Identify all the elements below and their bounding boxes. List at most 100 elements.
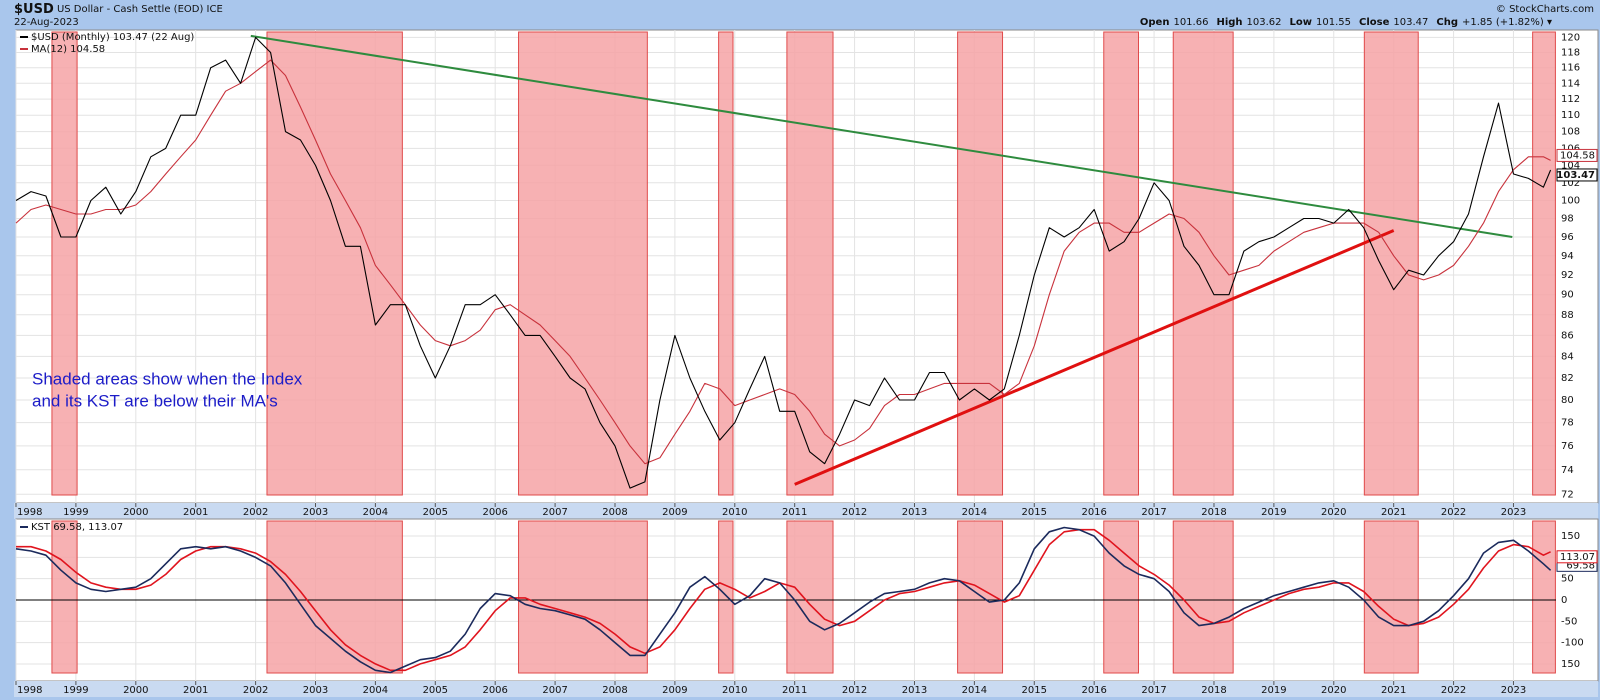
x-tick-label: 2019 bbox=[1261, 507, 1286, 518]
shaded-period bbox=[1363, 31, 1419, 496]
y-tick-label: 100 bbox=[1561, 195, 1580, 206]
x-tick-label: 2015 bbox=[1022, 685, 1047, 696]
x-tick-label: 2006 bbox=[482, 507, 507, 518]
x-tick-label: 2016 bbox=[1081, 507, 1106, 518]
y-tick-label: 84 bbox=[1561, 351, 1574, 362]
annotation: and its KST are below their MA's bbox=[32, 391, 278, 410]
series-line bbox=[15, 36, 1552, 489]
copyright: © StockCharts.com bbox=[1496, 4, 1594, 15]
quote-value: +1.85 (+1.82%) ▾ bbox=[1462, 17, 1552, 28]
x-tick-label: 2017 bbox=[1141, 507, 1166, 518]
trend-line bbox=[794, 229, 1395, 486]
quote-value: 103.62 bbox=[1247, 17, 1282, 28]
quote-value: 101.66 bbox=[1173, 17, 1208, 28]
legend-text: $USD (Monthly) 103.47 (22 Aug) bbox=[31, 32, 194, 43]
x-tick-label: 2014 bbox=[962, 507, 987, 518]
x-tick-label: 2012 bbox=[842, 507, 867, 518]
exchange: ICE bbox=[207, 4, 223, 15]
shaded-period bbox=[786, 31, 834, 496]
x-tick-label: 2006 bbox=[482, 685, 507, 696]
value-tag: 69.58 bbox=[1566, 560, 1595, 571]
y-tick-label: 76 bbox=[1561, 441, 1574, 452]
shaded-period bbox=[51, 31, 78, 496]
x-tick-label: 2005 bbox=[423, 685, 448, 696]
shaded-period bbox=[718, 520, 734, 674]
x-tick-label: 2008 bbox=[602, 507, 627, 518]
quote-label: Low bbox=[1290, 17, 1312, 28]
x-tick-label: 2016 bbox=[1081, 685, 1106, 696]
x-tick-label: 2004 bbox=[363, 685, 388, 696]
shaded-period bbox=[51, 520, 78, 674]
x-tick-label: 2003 bbox=[303, 685, 328, 696]
quote: Open 101.66 High 103.62 Low 101.55 Close 103.47… bbox=[1140, 17, 1552, 28]
shaded-period bbox=[1363, 520, 1419, 674]
y-tick-label: 0 bbox=[1561, 595, 1567, 606]
header-title: $USD US Dollar - Cash Settle (EOD) ICE bbox=[14, 2, 223, 17]
y-tick-label: 112 bbox=[1561, 94, 1580, 105]
value-tag: 113.07 bbox=[1560, 552, 1595, 563]
y-tick-label: 106 bbox=[1561, 143, 1580, 154]
shaded-period bbox=[1532, 520, 1556, 674]
x-tick-label: 2023 bbox=[1501, 685, 1526, 696]
shaded-period bbox=[718, 31, 734, 496]
y-tick-label: 94 bbox=[1561, 251, 1574, 262]
x-tick-label: 2001 bbox=[183, 685, 208, 696]
y-tick-label: 96 bbox=[1561, 232, 1574, 243]
annotation: Shaded areas show when the Index bbox=[32, 369, 303, 388]
y-tick-label: 108 bbox=[1561, 127, 1580, 138]
shaded-period bbox=[1532, 31, 1556, 496]
x-tick-label: 2011 bbox=[782, 685, 807, 696]
x-tick-label: 2020 bbox=[1321, 685, 1346, 696]
x-tick-label: 2001 bbox=[183, 507, 208, 518]
shaded-period bbox=[1172, 520, 1234, 674]
y-tick-label: 150 bbox=[1561, 659, 1580, 670]
y-tick-label: 80 bbox=[1561, 395, 1574, 406]
x-tick-label: 2007 bbox=[542, 507, 567, 518]
x-tick-label: 2015 bbox=[1022, 507, 1047, 518]
header-date: 22-Aug-2023 bbox=[14, 17, 79, 28]
y-tick-label: 98 bbox=[1561, 214, 1574, 225]
x-tick-label: 2014 bbox=[962, 685, 987, 696]
y-tick-label: -100 bbox=[1561, 638, 1584, 649]
shaded-period bbox=[1103, 520, 1140, 674]
series-line bbox=[15, 526, 1552, 674]
y-tick-label: 82 bbox=[1561, 373, 1574, 384]
x-tick-label: 2013 bbox=[902, 685, 927, 696]
x-tick-label: 1998 bbox=[17, 507, 42, 518]
x-tick-label: 2018 bbox=[1201, 685, 1226, 696]
x-tick-label: 2000 bbox=[123, 685, 148, 696]
x-tick-label: 2018 bbox=[1201, 507, 1226, 518]
x-tick-label: 2002 bbox=[243, 685, 268, 696]
shaded-period bbox=[518, 520, 648, 674]
x-tick-label: 2009 bbox=[662, 685, 687, 696]
x-tick-label: 2013 bbox=[902, 507, 927, 518]
shaded-period bbox=[266, 31, 403, 496]
trend-line bbox=[250, 34, 1513, 238]
y-tick-label: 88 bbox=[1561, 310, 1574, 321]
quote-label: Chg bbox=[1436, 17, 1458, 28]
x-tick-label: 1998 bbox=[17, 685, 42, 696]
x-tick-label: 2019 bbox=[1261, 685, 1286, 696]
value-tag-box bbox=[1556, 168, 1598, 182]
y-tick-label: 90 bbox=[1561, 290, 1574, 301]
y-tick-label: 110 bbox=[1561, 110, 1580, 121]
shaded-period bbox=[1103, 31, 1140, 496]
series-line bbox=[15, 59, 1551, 465]
y-tick-label: 78 bbox=[1561, 418, 1574, 429]
shaded-period bbox=[518, 31, 648, 496]
y-tick-label: 150 bbox=[1561, 531, 1580, 542]
symbol: $USD bbox=[14, 2, 54, 17]
x-axis-strip bbox=[14, 681, 1598, 697]
y-tick-label: 102 bbox=[1561, 178, 1580, 189]
y-tick-label: 86 bbox=[1561, 330, 1574, 341]
shaded-period bbox=[1172, 31, 1234, 496]
x-tick-label: 2020 bbox=[1321, 507, 1346, 518]
value-tag-box bbox=[1556, 148, 1598, 162]
x-tick-label: 2022 bbox=[1441, 507, 1466, 518]
y-tick-label: 116 bbox=[1561, 63, 1580, 74]
x-tick-label: 2012 bbox=[842, 685, 867, 696]
y-tick-label: 74 bbox=[1561, 465, 1574, 476]
y-tick-label: 92 bbox=[1561, 270, 1574, 281]
